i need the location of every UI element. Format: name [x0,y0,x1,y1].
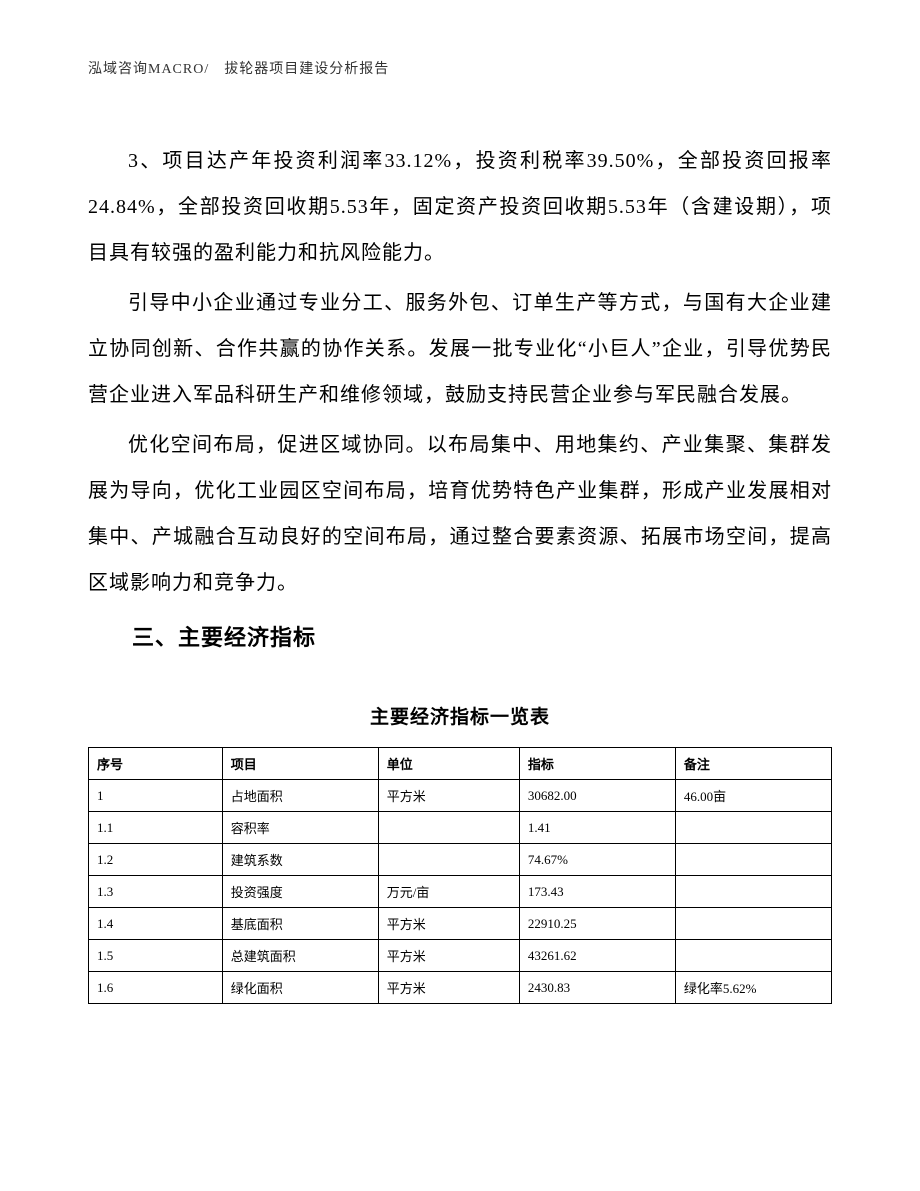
paragraph-1: 3、项目达产年投资利润率33.12%，投资利税率39.50%，全部投资回报率24… [88,138,832,276]
table-row: 1.2 建筑系数 74.67% [89,844,832,876]
header-text: 泓域咨询MACRO/ 拔轮器项目建设分析报告 [88,62,389,77]
col-header-item: 项目 [222,748,378,780]
cell-unit [378,844,519,876]
table-body: 1 占地面积 平方米 30682.00 46.00亩 1.1 容积率 1.4 1 … [89,780,832,1004]
cell-item: 投资强度 [222,876,378,908]
cell-unit: 万元/亩 [378,876,519,908]
cell-item: 基底面积 [222,908,378,940]
cell-item: 占地面积 [222,780,378,812]
cell-seq: 1.6 [89,972,223,1004]
cell-seq: 1.2 [89,844,223,876]
table-header-row: 序号 项目 单位 指标 备注 [89,748,832,780]
col-header-value: 指标 [519,748,675,780]
cell-note: 绿化率5.62% [675,972,831,1004]
cell-note [675,844,831,876]
cell-value: 173.43 [519,876,675,908]
col-header-note: 备注 [675,748,831,780]
indicators-table: 序号 项目 单位 指标 备注 1 占地面积 平方米 30682.00 46.00… [88,747,832,1004]
table-title: 主要经济指标一览表 [88,702,832,729]
cell-unit: 平方米 [378,972,519,1004]
cell-seq: 1 [89,780,223,812]
paragraph-2: 引导中小企业通过专业分工、服务外包、订单生产等方式，与国有大企业建立协同创新、合… [88,280,832,418]
cell-seq: 1.5 [89,940,223,972]
cell-value: 74.67% [519,844,675,876]
cell-note [675,876,831,908]
cell-seq: 1.1 [89,812,223,844]
table-row: 1 占地面积 平方米 30682.00 46.00亩 [89,780,832,812]
section-heading: 三、主要经济指标 [88,620,832,652]
cell-item: 容积率 [222,812,378,844]
cell-item: 总建筑面积 [222,940,378,972]
page-header: 泓域咨询MACRO/ 拔轮器项目建设分析报告 [88,58,832,78]
cell-value: 43261.62 [519,940,675,972]
paragraph-3: 优化空间布局，促进区域协同。以布局集中、用地集约、产业集聚、集群发展为导向，优化… [88,422,832,606]
cell-note [675,940,831,972]
cell-unit: 平方米 [378,940,519,972]
table-row: 1.1 容积率 1.41 [89,812,832,844]
col-header-seq: 序号 [89,748,223,780]
col-header-unit: 单位 [378,748,519,780]
cell-value: 2430.83 [519,972,675,1004]
cell-unit: 平方米 [378,908,519,940]
cell-value: 30682.00 [519,780,675,812]
cell-item: 建筑系数 [222,844,378,876]
cell-seq: 1.4 [89,908,223,940]
cell-seq: 1.3 [89,876,223,908]
table-row: 1.4 基底面积 平方米 22910.25 [89,908,832,940]
table-row: 1.5 总建筑面积 平方米 43261.62 [89,940,832,972]
cell-value: 22910.25 [519,908,675,940]
table-row: 1.6 绿化面积 平方米 2430.83 绿化率5.62% [89,972,832,1004]
cell-value: 1.41 [519,812,675,844]
cell-unit [378,812,519,844]
cell-note: 46.00亩 [675,780,831,812]
table-row: 1.3 投资强度 万元/亩 173.43 [89,876,832,908]
cell-note [675,812,831,844]
cell-note [675,908,831,940]
cell-item: 绿化面积 [222,972,378,1004]
cell-unit: 平方米 [378,780,519,812]
